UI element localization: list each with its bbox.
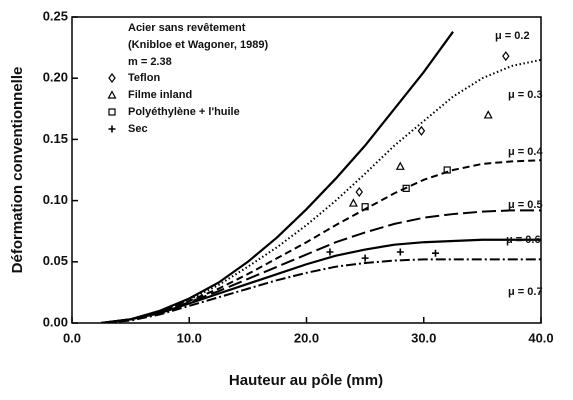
legend-marker (108, 108, 116, 116)
line (101, 258, 541, 323)
series-label: μ = 0.3 (508, 89, 543, 101)
x-tick-label: 20.0 (294, 330, 319, 345)
line (101, 209, 541, 323)
x-tick-label: 30.0 (411, 330, 436, 345)
marker (396, 248, 404, 256)
legend-marker (108, 125, 116, 133)
legend-label: Sec (128, 123, 148, 135)
y-tick-label: 0.20 (43, 70, 68, 85)
y-tick-label: 0.05 (43, 253, 68, 268)
legend-marker (107, 90, 117, 99)
marker (502, 51, 510, 62)
x-tick-label: 40.0 (528, 330, 553, 345)
marker (431, 249, 439, 257)
marker (326, 248, 334, 256)
marker (395, 161, 405, 170)
x-tick-label: 10.0 (177, 330, 202, 345)
line (101, 159, 541, 323)
series-label: μ = 0.7 (508, 286, 543, 298)
series-label: μ = 0.5 (508, 199, 543, 211)
legend-marker (108, 73, 116, 83)
legend-label: Teflon (128, 72, 160, 84)
legend-label: Filme inland (128, 89, 192, 101)
line (101, 238, 541, 323)
y-tick-label: 0.10 (43, 192, 68, 207)
y-tick-label: 0.25 (43, 8, 68, 23)
series-label: μ = 0.2 (495, 30, 530, 42)
marker (355, 187, 364, 198)
marker (483, 110, 493, 119)
y-tick-label: 0.15 (43, 131, 68, 146)
x-tick-label: 0.0 (63, 330, 81, 345)
marker (402, 184, 410, 192)
annotation: m = 2.38 (128, 56, 172, 68)
marker (361, 203, 369, 211)
marker (361, 254, 369, 262)
series-label: μ = 0.4 (508, 146, 543, 158)
series-label: μ = 0.6 (506, 234, 541, 246)
marker (443, 166, 451, 174)
annotation: Acier sans revêtement (128, 22, 246, 34)
x-axis-title: Hauteur au pôle (mm) (229, 372, 383, 389)
marker (417, 125, 426, 136)
y-tick-label: 0.00 (43, 314, 68, 329)
marker (348, 198, 358, 207)
legend-label: Polyéthylène + l'huile (128, 106, 240, 118)
annotation: (Knibloe et Wagoner, 1989) (128, 39, 269, 51)
y-axis-title: Déformation conventionnelle (9, 67, 26, 274)
